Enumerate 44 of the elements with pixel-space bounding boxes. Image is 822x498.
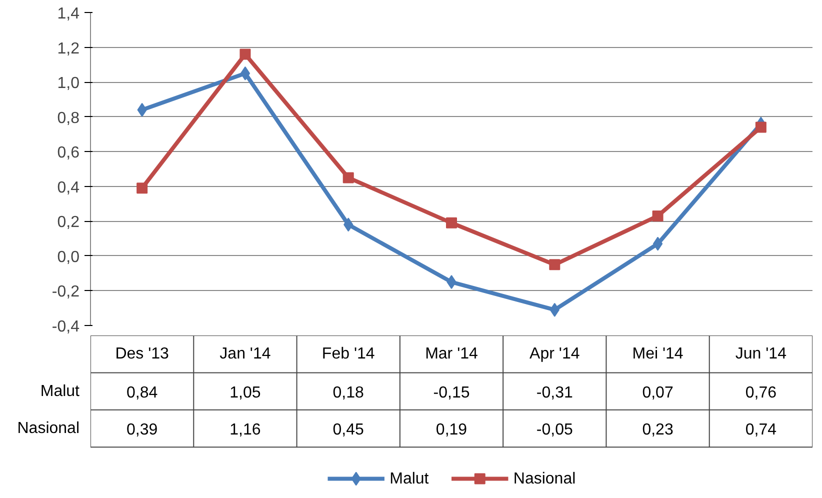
- y-tick-label: -0,2: [52, 284, 80, 301]
- text: Nasional: [17, 420, 80, 438]
- x-tick-label: Jun '14: [735, 346, 787, 363]
- point: [652, 210, 664, 222]
- data-label: 0,84: [126, 384, 158, 402]
- point: [549, 259, 560, 270]
- point: [240, 48, 251, 60]
- y-tick-label: 0,6: [57, 144, 80, 162]
- y-tick-label: 1,2: [57, 40, 80, 58]
- data-label: 0,18: [332, 384, 364, 402]
- data-label: 1,16: [230, 422, 261, 439]
- data-label: 0,74: [745, 422, 777, 439]
- text: Malut: [40, 382, 80, 400]
- legend-label: Malut: [390, 470, 430, 488]
- x-tick-label: Feb '14: [322, 346, 375, 363]
- data-label: -0,31: [536, 384, 573, 402]
- point: [652, 236, 663, 251]
- data-label: 0,07: [642, 384, 674, 402]
- data-label: 0,76: [745, 384, 777, 402]
- data-label: -0,15: [433, 384, 470, 402]
- data-label: 0,39: [126, 422, 158, 439]
- data-label: 0,19: [436, 422, 468, 439]
- x-tick-label: Mar '14: [425, 346, 478, 363]
- y-tick-label: 0,0: [57, 248, 80, 266]
- x-tick-label: Apr '14: [530, 346, 580, 363]
- point: [240, 66, 250, 80]
- x-tick-label: Des '13: [115, 346, 170, 363]
- data-label: -0,05: [536, 422, 573, 439]
- y-tick-label: 1,0: [57, 75, 80, 92]
- point: [342, 172, 354, 184]
- point: [136, 182, 148, 194]
- y-tick-label: 0,8: [57, 110, 80, 127]
- data-label: 1,05: [230, 384, 261, 402]
- y-tick-label: 1,4: [57, 6, 80, 22]
- y-tick-label: 0,2: [57, 214, 80, 232]
- data-label: 0,23: [642, 422, 674, 439]
- point: [755, 122, 766, 133]
- x-tick-label: Mei '14: [632, 346, 684, 363]
- y-tick-label: -0,4: [52, 318, 80, 336]
- legend-label: Nasional: [513, 470, 576, 488]
- y-tick-label: 0,4: [57, 179, 80, 196]
- point: [446, 217, 457, 228]
- x-tick-label: Jan '14: [220, 346, 271, 363]
- data-label: 0,45: [332, 422, 364, 439]
